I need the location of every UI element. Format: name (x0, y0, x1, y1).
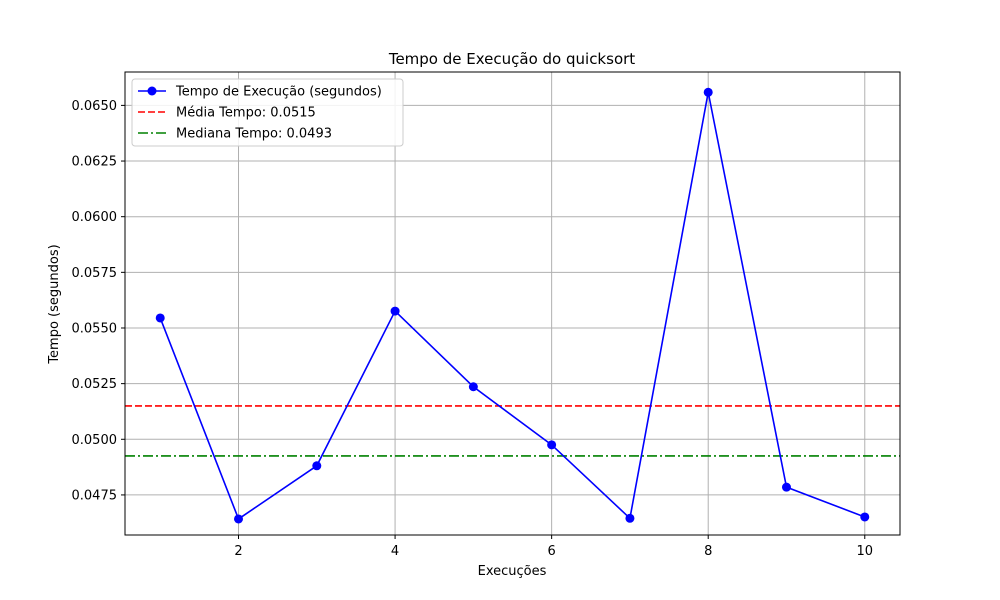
legend-label: Mediana Tempo: 0.0493 (176, 127, 332, 142)
x-tick-label: 4 (391, 544, 399, 559)
legend-label: Média Tempo: 0.0515 (176, 106, 316, 121)
x-axis: 2 4 6 8 10 (234, 535, 873, 559)
chart-title: Tempo de Execução do quicksort (388, 50, 635, 68)
grid (125, 72, 900, 535)
legend-label: Tempo de Execução (segundos) (175, 85, 382, 100)
data-point (860, 512, 870, 522)
plot-area (124, 71, 901, 536)
data-point (703, 87, 713, 97)
data-point (547, 440, 557, 450)
legend-marker (147, 86, 157, 96)
y-tick-label: 0.0550 (72, 321, 118, 336)
data-point (625, 513, 635, 523)
legend: Tempo de Execução (segundos) Média Tempo:… (131, 78, 404, 147)
series-layer (155, 87, 870, 524)
data-point (312, 461, 322, 471)
data-point (155, 313, 165, 323)
y-tick-label: 0.0625 (72, 155, 118, 170)
y-axis: 0.0475 0.0500 0.0525 0.0550 0.0575 0.0600 0.06… (72, 99, 125, 503)
x-tick-label: 2 (234, 544, 242, 559)
reference-lines (125, 405, 900, 457)
y-tick-label: 0.0600 (72, 210, 118, 225)
x-axis-label: Execuções (478, 564, 547, 579)
legend-box (131, 78, 404, 147)
data-point (781, 482, 791, 492)
data-point (390, 306, 400, 316)
y-tick-label: 0.0575 (72, 266, 118, 281)
y-tick-label: 0.0525 (72, 377, 118, 392)
y-tick-label: 0.0475 (72, 488, 118, 503)
y-tick-label: 0.0650 (72, 99, 118, 114)
x-tick-label: 6 (548, 544, 556, 559)
y-axis-label: Tempo (segundos) (47, 244, 62, 364)
series-line (159, 92, 866, 521)
y-tick-label: 0.0500 (72, 433, 118, 448)
x-tick-label: 10 (856, 544, 873, 559)
data-point (234, 514, 244, 524)
x-tick-label: 8 (704, 544, 712, 559)
data-point (468, 382, 478, 392)
